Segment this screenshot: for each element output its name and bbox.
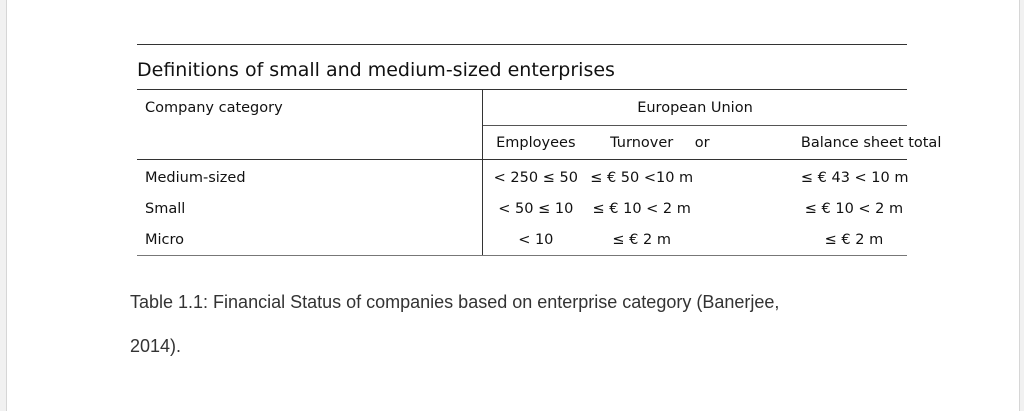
row-balance-sheet: ≤ € 43 < 10 m [800, 169, 909, 186]
row-category: Small [137, 193, 483, 224]
row-turnover: ≤ € 2 m [588, 224, 695, 256]
row-employees: < 250 ≤ 50 [493, 169, 578, 186]
document-page: Definitions of small and medium-sized en… [6, 0, 1020, 411]
table-grid: Company category European Union Employee… [137, 90, 941, 256]
row-category: Medium-sized [137, 159, 483, 193]
table-row: Medium-sized < 250 ≤ 50 ≤ € 50 <10 m ≤ €… [137, 159, 909, 194]
table-caption: Table 1.1: Financial Status of companies… [130, 280, 910, 368]
row-employees: < 50 ≤ 10 [498, 200, 574, 217]
header-turnover: Turnover [588, 125, 695, 160]
header-employees: Employees [482, 125, 589, 160]
caption-line-2: 2014). [130, 336, 182, 356]
row-employees: < 10 [482, 224, 589, 256]
row-or-spacer [695, 160, 801, 194]
caption-line-1: Table 1.1: Financial Status of companies… [130, 292, 780, 312]
table-row: Small < 50 ≤ 10 ≤ € 10 < 2 m ≤ € 10 < 2 … [137, 193, 907, 224]
header-empty-cell [137, 125, 483, 160]
row-or-spacer [694, 224, 801, 256]
row-category: Micro [137, 224, 483, 256]
header-european-union: European Union [482, 90, 907, 126]
row-turnover: ≤ € 10 < 2 m [592, 200, 691, 217]
header-company-category: Company category [137, 90, 483, 126]
table-subheader-row: Employees Turnover or Balance sheet tota… [137, 125, 941, 160]
row-turnover: ≤ € 50 <10 m [590, 169, 694, 186]
header-or: or [694, 125, 801, 160]
table-row: Micro < 10 ≤ € 2 m ≤ € 2 m [137, 224, 907, 256]
row-balance-sheet: ≤ € 2 m [800, 224, 907, 256]
table-top-rule [137, 44, 907, 45]
row-balance-sheet: ≤ € 10 < 2 m [804, 200, 904, 217]
table-title: Definitions of small and medium-sized en… [137, 45, 907, 90]
sme-definitions-table: Definitions of small and medium-sized en… [137, 44, 941, 256]
header-balance-sheet-total: Balance sheet total [800, 125, 941, 160]
table-header-row: Company category European Union [137, 90, 907, 126]
row-or-spacer [695, 193, 801, 224]
